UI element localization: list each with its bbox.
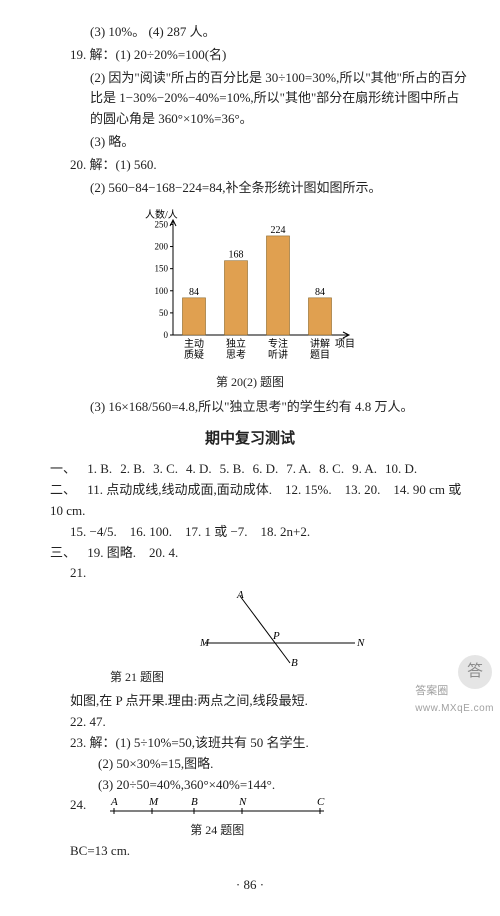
q20-p3: (3) 16×168/560=4.8,所以"独立思考"的学生约有 4.8 万人。 <box>30 397 470 418</box>
watermark-line2: www.MXqE.com <box>415 701 494 717</box>
svg-text:B: B <box>191 796 198 808</box>
bar-chart-svg: 050100150200250人数/人项目84主动质疑168独立思考224专注听… <box>135 206 365 371</box>
q19-p2: (2) 因为"阅读"所占的百分比是 30÷100=30%,所以"其他"所占的百分… <box>30 68 470 130</box>
q23c: (3) 20÷50=40%,360°×40%=144°. <box>30 775 470 796</box>
q24-caption: 第 24 题图 <box>102 821 332 840</box>
svg-text:A: A <box>110 796 118 808</box>
q24-text: BC=13 cm. <box>30 841 470 862</box>
svg-text:讲解: 讲解 <box>310 337 330 350</box>
part1-row: 一、 1. B. 2. B. 3. C. 4. D. 5. B. 6. D. 7. A. 8.… <box>30 459 470 480</box>
part1-label: 一、 <box>50 461 76 476</box>
geom21: A M P N B 第 21 题图 <box>30 588 470 687</box>
q23a: 23. 解：(1) 5÷10%=50,该班共有 50 名学生. <box>30 733 470 754</box>
svg-text:N: N <box>238 796 247 808</box>
q18-p4: (4) 287 人。 <box>149 24 216 39</box>
q18-parts: (3) 10%。 (4) 287 人。 <box>30 22 470 43</box>
svg-text:独立: 独立 <box>226 337 246 350</box>
svg-text:M: M <box>199 637 210 649</box>
svg-text:专注: 专注 <box>268 337 288 350</box>
part1-item: 9. A. <box>352 461 377 476</box>
svg-text:题目: 题目 <box>310 349 330 361</box>
midterm-title: 期中复习测试 <box>30 427 470 451</box>
part2-label: 二、 <box>50 482 76 497</box>
part1-item: 2. B. <box>120 461 145 476</box>
q19-p3: (3) 略。 <box>30 132 470 153</box>
part1-item: 7. A. <box>286 461 311 476</box>
svg-text:N: N <box>356 637 365 649</box>
q20-p2: (2) 560−84−168−224=84,补全条形统计图如图所示。 <box>30 178 470 199</box>
svg-text:M: M <box>148 796 159 808</box>
q19-head: 19. 解：(1) 20÷20%=100(名) <box>30 45 470 66</box>
part2-line1: 二、 11. 点动成线,线动成面,面动成体. 12. 15%. 13. 20. … <box>30 480 470 522</box>
part1-item: 5. B. <box>220 461 245 476</box>
svg-text:B: B <box>291 657 298 668</box>
svg-text:84: 84 <box>315 287 325 298</box>
part1-item: 8. C. <box>319 461 344 476</box>
geom24-svg: AMBNC <box>102 795 332 821</box>
part3-text1: 19. 图略. 20. 4. <box>87 545 178 560</box>
svg-text:224: 224 <box>271 225 286 236</box>
part3-label: 三、 <box>50 545 76 560</box>
part1-item: 10. D. <box>385 461 417 476</box>
svg-text:听讲: 听讲 <box>268 348 288 361</box>
geom21-svg: A M P N B <box>195 588 365 668</box>
part1-item: 3. C. <box>153 461 178 476</box>
svg-text:100: 100 <box>155 286 169 296</box>
svg-text:质疑: 质疑 <box>184 349 204 361</box>
q24-label: 24. <box>70 795 86 816</box>
q21-label: 21. <box>30 563 470 584</box>
watermark: 答案圈 www.MXqE.com <box>415 683 494 717</box>
watermark-line1: 答案圈 <box>415 683 494 701</box>
part1-item: 6. D. <box>253 461 279 476</box>
q18-p3: (3) 10%。 <box>90 24 145 39</box>
svg-text:150: 150 <box>155 264 169 274</box>
svg-text:C: C <box>317 796 325 808</box>
geom24-wrap: A M B N C 第 24 题图 <box>102 795 332 840</box>
svg-text:思考: 思考 <box>226 349 246 361</box>
part3-l1: 三、 19. 图略. 20. 4. <box>30 543 470 564</box>
part1-item: 1. B. <box>87 461 112 476</box>
part1-item: 4. D. <box>186 461 212 476</box>
svg-text:84: 84 <box>189 287 199 298</box>
q21-text: 如图,在 P 点开果.理由:两点之间,线段最短. <box>30 691 470 712</box>
svg-text:主动: 主动 <box>184 338 204 350</box>
svg-text:项目: 项目 <box>335 338 355 350</box>
page-number: · 86 · <box>30 875 470 896</box>
svg-text:人数/人: 人数/人 <box>145 208 178 221</box>
bar-chart: 050100150200250人数/人项目84主动质疑168独立思考224专注听… <box>30 206 470 392</box>
svg-text:0: 0 <box>164 330 169 340</box>
q20-head: 20. 解：(1) 560. <box>30 155 470 176</box>
part2-text1: 11. 点动成线,线动成面,面动成体. 12. 15%. 13. 20. 14.… <box>50 482 461 518</box>
svg-text:168: 168 <box>229 250 244 261</box>
svg-text:A: A <box>236 589 244 601</box>
svg-text:200: 200 <box>155 242 169 252</box>
svg-text:P: P <box>272 630 280 642</box>
part2-line2: 15. −4/5. 16. 100. 17. 1 或 −7. 18. 2n+2. <box>30 522 470 543</box>
q24-row: 24. A M B N C 第 24 题图 <box>30 795 470 840</box>
svg-text:50: 50 <box>159 308 169 318</box>
q21-caption: 第 21 题图 <box>90 668 470 687</box>
part1-items: 1. B. 2. B. 3. C. 4. D. 5. B. 6. D. 7. A. 8. C.… <box>87 461 425 476</box>
q23b: (2) 50×30%=15,图略. <box>30 754 470 775</box>
chart-caption: 第 20(2) 题图 <box>30 373 470 392</box>
